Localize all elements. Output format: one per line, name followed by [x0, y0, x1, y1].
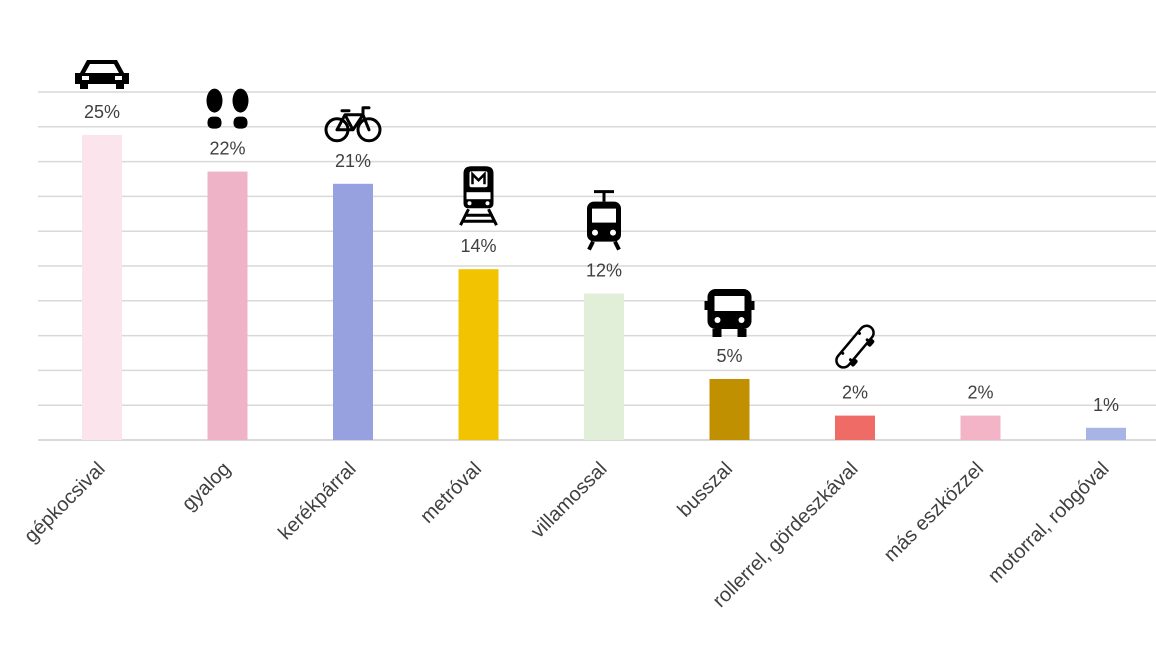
x-tick-label: villamossal [527, 458, 612, 543]
skateboard-icon [832, 321, 882, 375]
bicycle-icon [324, 106, 382, 143]
x-tick-label: rollerrel, gördeszkával [709, 458, 863, 612]
x-tick-label: gyalog [178, 458, 235, 515]
bar-0 [82, 135, 122, 440]
data-label: 5% [716, 346, 742, 366]
bar-8 [1086, 427, 1126, 440]
tram-icon [585, 189, 623, 252]
data-label: 12% [586, 261, 622, 281]
car-icon [75, 60, 129, 89]
x-tick-label: metróval [416, 458, 486, 528]
bar-2 [333, 183, 373, 441]
data-label: 1% [1093, 395, 1119, 415]
data-label: 25% [84, 102, 120, 122]
metro-icon [459, 164, 498, 227]
x-tick-label: busszal [674, 458, 738, 522]
data-label: 22% [209, 139, 245, 159]
bar-1 [207, 171, 248, 440]
x-tick-label: gépkocsival [20, 458, 109, 547]
footprints-icon [206, 88, 249, 129]
x-tick-label: motorral, robgóval [984, 458, 1114, 588]
bar-7 [960, 415, 1001, 440]
bus-icon [704, 289, 755, 337]
data-label: 14% [460, 236, 496, 256]
bar-4 [584, 293, 624, 440]
bar-5 [709, 379, 750, 440]
data-label: 2% [967, 383, 993, 403]
x-tick-label: kerékpárral [274, 458, 360, 544]
data-labels: 25% 22% 21% 14% 12% 5% 2% 2% 1% [84, 102, 1119, 415]
bars [82, 135, 1126, 441]
data-label: 2% [842, 383, 868, 403]
x-tick-label: más eszközzel [880, 458, 988, 566]
bar-6 [835, 415, 875, 440]
data-label: 21% [335, 151, 371, 171]
bar-3 [458, 269, 499, 440]
x-axis-labels: gépkocsival gyalog kerékpárral metróval vill… [20, 458, 1113, 612]
